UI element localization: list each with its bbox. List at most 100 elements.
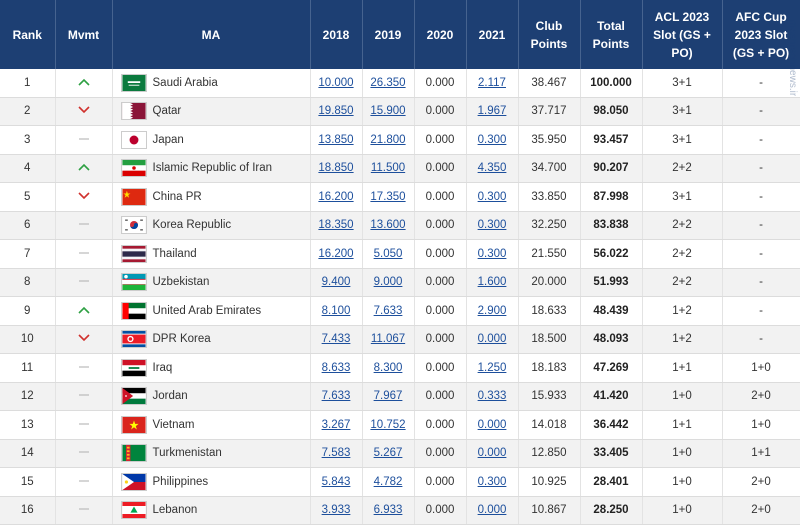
score-2018-link[interactable]: 5.843: [321, 475, 351, 488]
score-2018-cell[interactable]: 16.200: [310, 182, 363, 212]
col-acl-slot[interactable]: ACL 2023 Slot (GS + PO): [642, 0, 723, 69]
col-movement[interactable]: Mvmt: [55, 0, 113, 69]
score-2018-link[interactable]: 9.400: [321, 276, 351, 289]
score-2019-link[interactable]: 26.350: [370, 76, 406, 89]
score-2019-link[interactable]: 7.967: [373, 390, 403, 403]
score-2021-link[interactable]: 1.600: [477, 276, 507, 289]
score-2021-cell[interactable]: 0.000: [466, 496, 519, 525]
score-2019-link[interactable]: 7.633: [373, 304, 403, 317]
score-2021-link[interactable]: 0.300: [477, 219, 507, 232]
score-2019-link[interactable]: 5.050: [373, 247, 403, 260]
score-2019-link[interactable]: 9.000: [373, 276, 403, 289]
score-2019-cell[interactable]: 26.350: [362, 69, 415, 98]
score-2018-link[interactable]: 3.933: [321, 504, 351, 517]
score-2021-cell[interactable]: 0.300: [466, 467, 519, 497]
score-2021-cell[interactable]: 2.900: [466, 296, 519, 326]
score-2018-cell[interactable]: 19.850: [310, 97, 363, 126]
score-2018-link[interactable]: 10.000: [318, 76, 354, 89]
score-2018-cell[interactable]: 18.850: [310, 154, 363, 183]
score-2021-link[interactable]: 0.000: [477, 447, 507, 460]
score-2018-link[interactable]: 8.100: [321, 304, 351, 317]
col-rank[interactable]: Rank: [0, 0, 56, 69]
score-2018-cell[interactable]: 13.850: [310, 125, 363, 155]
score-2018-cell[interactable]: 18.350: [310, 211, 363, 240]
score-2021-link[interactable]: 2.900: [477, 304, 507, 317]
score-2018-cell[interactable]: 10.000: [310, 69, 363, 98]
score-2019-link[interactable]: 17.350: [370, 190, 406, 203]
score-2021-cell[interactable]: 0.300: [466, 182, 519, 212]
score-2019-link[interactable]: 8.300: [373, 361, 403, 374]
score-2019-cell[interactable]: 7.633: [362, 296, 415, 326]
score-2019-cell[interactable]: 11.067: [362, 325, 415, 354]
score-2018-cell[interactable]: 5.843: [310, 467, 363, 497]
score-2021-link[interactable]: 1.250: [477, 361, 507, 374]
score-2019-link[interactable]: 5.267: [373, 447, 403, 460]
score-2018-cell[interactable]: 7.583: [310, 439, 363, 468]
score-2019-link[interactable]: 4.782: [373, 475, 403, 488]
score-2019-cell[interactable]: 10.752: [362, 410, 415, 440]
score-2021-cell[interactable]: 4.350: [466, 154, 519, 183]
score-2021-cell[interactable]: 0.333: [466, 382, 519, 411]
score-2021-cell[interactable]: 2.117: [466, 69, 519, 98]
score-2018-cell[interactable]: 7.633: [310, 382, 363, 411]
col-2019[interactable]: 2019: [362, 0, 415, 69]
score-2018-cell[interactable]: 9.400: [310, 268, 363, 297]
col-total-points[interactable]: Total Points: [580, 0, 643, 69]
score-2018-link[interactable]: 7.583: [321, 447, 351, 460]
score-2021-cell[interactable]: 1.250: [466, 353, 519, 383]
score-2019-cell[interactable]: 21.800: [362, 125, 415, 155]
score-2018-link[interactable]: 3.267: [321, 418, 351, 431]
score-2021-cell[interactable]: 0.000: [466, 439, 519, 468]
col-2018[interactable]: 2018: [310, 0, 363, 69]
score-2018-link[interactable]: 18.350: [318, 219, 354, 232]
score-2019-cell[interactable]: 13.600: [362, 211, 415, 240]
score-2019-cell[interactable]: 5.267: [362, 439, 415, 468]
col-club-points[interactable]: Club Points: [518, 0, 581, 69]
score-2021-link[interactable]: 1.967: [477, 105, 507, 118]
score-2018-link[interactable]: 19.850: [318, 105, 354, 118]
score-2019-cell[interactable]: 15.900: [362, 97, 415, 126]
score-2021-link[interactable]: 0.000: [477, 333, 507, 346]
score-2019-cell[interactable]: 4.782: [362, 467, 415, 497]
score-2021-link[interactable]: 0.300: [477, 247, 507, 260]
col-2020[interactable]: 2020: [414, 0, 467, 69]
score-2019-link[interactable]: 11.067: [370, 333, 406, 346]
score-2018-link[interactable]: 16.200: [318, 190, 354, 203]
col-2021[interactable]: 2021: [466, 0, 519, 69]
score-2018-link[interactable]: 16.200: [318, 247, 354, 260]
score-2019-link[interactable]: 11.500: [370, 162, 406, 175]
score-2021-cell[interactable]: 0.300: [466, 211, 519, 240]
score-2021-link[interactable]: 0.333: [477, 390, 507, 403]
col-afc-cup-slot[interactable]: AFC Cup 2023 Slot (GS + PO): [722, 0, 800, 69]
score-2018-link[interactable]: 8.633: [321, 361, 351, 374]
score-2019-link[interactable]: 6.933: [373, 504, 403, 517]
score-2018-cell[interactable]: 8.100: [310, 296, 363, 326]
score-2021-cell[interactable]: 1.967: [466, 97, 519, 126]
score-2021-cell[interactable]: 0.300: [466, 239, 519, 269]
score-2018-link[interactable]: 13.850: [318, 133, 354, 146]
score-2019-link[interactable]: 15.900: [370, 105, 406, 118]
score-2019-cell[interactable]: 5.050: [362, 239, 415, 269]
score-2021-link[interactable]: 0.000: [477, 504, 507, 517]
score-2018-link[interactable]: 7.633: [321, 390, 351, 403]
score-2018-cell[interactable]: 3.267: [310, 410, 363, 440]
score-2021-link[interactable]: 0.000: [477, 418, 507, 431]
score-2019-cell[interactable]: 11.500: [362, 154, 415, 183]
col-ma[interactable]: MA: [112, 0, 311, 69]
score-2021-link[interactable]: 0.300: [477, 190, 507, 203]
score-2018-link[interactable]: 18.850: [318, 162, 354, 175]
score-2019-link[interactable]: 13.600: [370, 219, 406, 232]
score-2019-cell[interactable]: 17.350: [362, 182, 415, 212]
score-2019-link[interactable]: 21.800: [370, 133, 406, 146]
score-2021-cell[interactable]: 0.300: [466, 125, 519, 155]
score-2019-cell[interactable]: 9.000: [362, 268, 415, 297]
score-2018-cell[interactable]: 3.933: [310, 496, 363, 525]
score-2019-cell[interactable]: 7.967: [362, 382, 415, 411]
score-2021-link[interactable]: 4.350: [477, 162, 507, 175]
score-2019-cell[interactable]: 8.300: [362, 353, 415, 383]
score-2018-cell[interactable]: 16.200: [310, 239, 363, 269]
score-2018-cell[interactable]: 8.633: [310, 353, 363, 383]
score-2021-link[interactable]: 0.300: [477, 475, 507, 488]
score-2019-link[interactable]: 10.752: [370, 418, 406, 431]
score-2018-cell[interactable]: 7.433: [310, 325, 363, 354]
